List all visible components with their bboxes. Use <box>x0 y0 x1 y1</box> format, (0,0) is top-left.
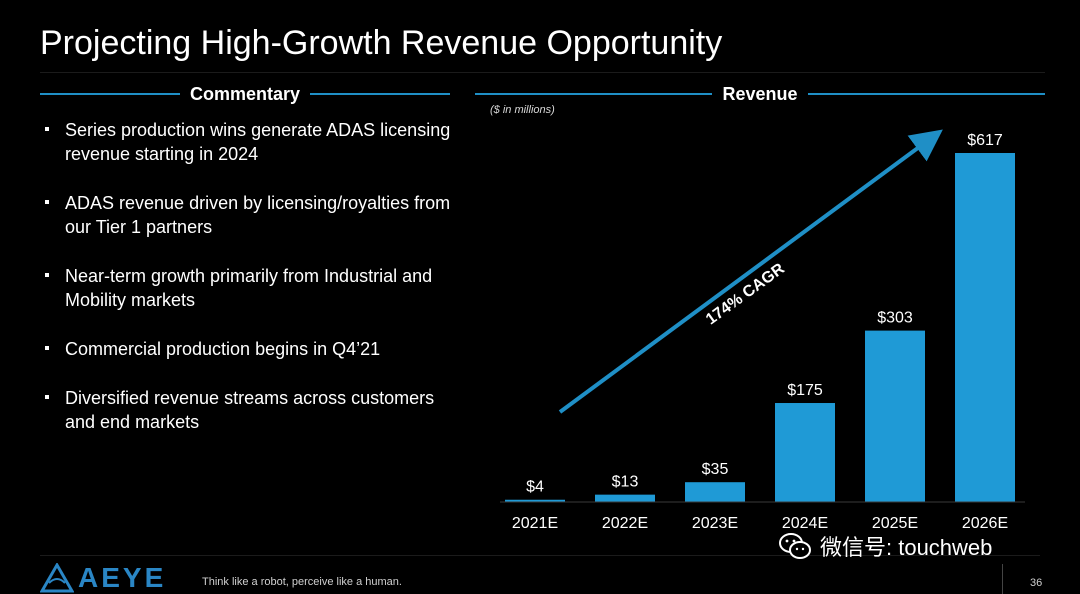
commentary-list: Series production wins generate ADAS lic… <box>44 118 454 459</box>
commentary-item: ADAS revenue driven by licensing/royalti… <box>44 191 454 239</box>
data-label: $303 <box>877 310 913 327</box>
x-tick-label: 2023E <box>692 515 738 532</box>
bullet-icon <box>45 273 49 277</box>
data-label: $35 <box>702 461 729 478</box>
bullet-icon <box>45 346 49 350</box>
x-tick-label: 2026E <box>962 515 1008 532</box>
cagr-annotation: 174% CAGR <box>703 260 788 328</box>
title-divider <box>40 72 1045 73</box>
x-tick-label: 2021E <box>512 515 558 532</box>
bar-2023E <box>685 482 745 502</box>
page-number: 36 <box>1030 577 1043 589</box>
data-label: $13 <box>612 474 639 491</box>
commentary-item-text: Series production wins generate ADAS lic… <box>65 120 451 164</box>
data-label: $175 <box>787 382 823 399</box>
page-title: Projecting High-Growth Revenue Opportuni… <box>40 24 723 62</box>
x-tick-label: 2024E <box>782 515 828 532</box>
commentary-heading: Commentary <box>40 82 450 106</box>
revenue-heading-line-right <box>807 93 1046 95</box>
bars-layer: $4 2021E $13 2022E $35 2023E $175 2024E $303 2025… <box>505 132 1015 532</box>
bar-2022E <box>595 494 655 502</box>
commentary-item-text: Diversified revenue streams across custo… <box>65 388 435 432</box>
commentary-item: Diversified revenue streams across custo… <box>44 386 454 434</box>
wechat-icon <box>779 533 811 559</box>
commentary-item: Commercial production begins in Q4’21 <box>44 337 454 361</box>
logo-wordmark: AEYE <box>78 561 167 593</box>
revenue-heading-line-left <box>475 93 713 95</box>
bar-2021E <box>505 499 565 502</box>
x-tick-label: 2025E <box>872 515 918 532</box>
data-label: $4 <box>526 479 544 496</box>
data-label: $617 <box>967 132 1003 149</box>
footer-divider <box>40 555 1040 556</box>
commentary-heading-line-left <box>40 93 180 95</box>
commentary-item: Near-term growth primarily from Industri… <box>44 264 454 312</box>
commentary-item: Series production wins generate ADAS lic… <box>44 118 454 166</box>
revenue-heading: Revenue <box>475 82 1046 106</box>
logo-mark-icon <box>40 562 74 592</box>
footer-vertical-divider <box>1002 564 1003 594</box>
commentary-item-text: Near-term growth primarily from Industri… <box>65 266 433 310</box>
revenue-bar-chart: $4 2021E $13 2022E $35 2023E $175 2024E $303 2025… <box>500 129 1025 532</box>
bar-2025E <box>865 330 925 502</box>
bullet-icon <box>45 395 49 399</box>
company-logo: AEYE <box>40 561 166 594</box>
bar-2026E <box>955 153 1015 502</box>
bar-2024E <box>775 403 835 502</box>
commentary-item-text: ADAS revenue driven by licensing/royalti… <box>65 193 451 237</box>
wechat-watermark: 微信号: touchweb <box>778 530 992 562</box>
footer-tagline: Think like a robot, perceive like a huma… <box>202 576 402 588</box>
bullet-icon <box>45 200 49 204</box>
cagr-arrow <box>558 129 943 414</box>
commentary-heading-label: Commentary <box>189 83 301 104</box>
commentary-item-text: Commercial production begins in Q4’21 <box>65 339 381 359</box>
revenue-heading-label: Revenue <box>722 83 798 104</box>
bullet-icon <box>45 127 49 131</box>
units-note: ($ in millions) <box>490 104 555 116</box>
x-tick-label: 2022E <box>602 515 648 532</box>
commentary-heading-line-right <box>310 93 450 95</box>
watermark-text: 微信号: touchweb <box>820 535 993 560</box>
